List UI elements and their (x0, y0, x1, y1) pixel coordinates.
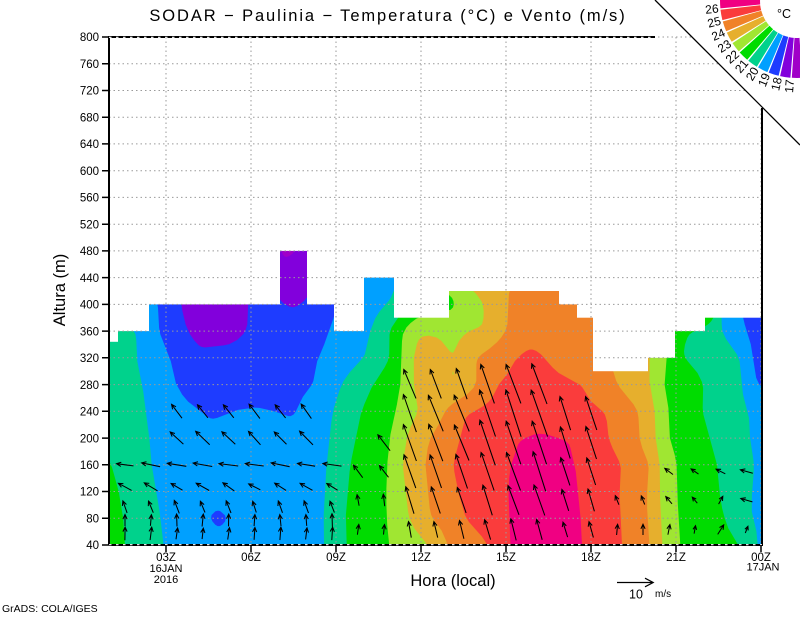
svg-text:21Z: 21Z (666, 552, 686, 564)
svg-text:640: 640 (80, 139, 99, 151)
svg-text:06Z: 06Z (241, 552, 261, 564)
svg-text:18: 18 (768, 76, 785, 93)
svg-text:200: 200 (80, 433, 99, 445)
svg-text:80: 80 (86, 514, 99, 526)
svg-text:Hora (local): Hora (local) (410, 572, 495, 590)
svg-text:2016: 2016 (154, 574, 178, 586)
svg-text:360: 360 (80, 326, 99, 338)
svg-text:18Z: 18Z (581, 552, 601, 564)
svg-text:°C: °C (777, 7, 791, 21)
svg-text:40: 40 (86, 540, 99, 552)
svg-text:GrADS: COLA/IGES: GrADS: COLA/IGES (2, 603, 98, 615)
svg-text:400: 400 (80, 300, 99, 312)
svg-text:720: 720 (80, 86, 99, 98)
svg-text:440: 440 (80, 273, 99, 285)
svg-text:09Z: 09Z (326, 552, 346, 564)
svg-text:SODAR − Paulinia − Temperatura: SODAR − Paulinia − Temperatura (°C) e Ve… (149, 7, 626, 25)
svg-text:240: 240 (80, 407, 99, 419)
svg-text:800: 800 (80, 32, 99, 44)
svg-text:480: 480 (80, 246, 99, 258)
svg-text:600: 600 (80, 166, 99, 178)
svg-text:Altura (m): Altura (m) (51, 254, 69, 326)
svg-text:10: 10 (629, 588, 643, 602)
svg-text:17JAN: 17JAN (746, 562, 779, 574)
svg-text:26: 26 (705, 1, 720, 16)
svg-text:160: 160 (80, 460, 99, 472)
svg-text:320: 320 (80, 353, 99, 365)
svg-text:280: 280 (80, 380, 99, 392)
svg-text:680: 680 (80, 112, 99, 124)
svg-text:24: 24 (709, 25, 727, 43)
svg-text:16JAN: 16JAN (149, 563, 182, 575)
svg-text:20: 20 (743, 64, 762, 83)
svg-text:19: 19 (755, 71, 773, 89)
svg-text:520: 520 (80, 219, 99, 231)
svg-text:12Z: 12Z (411, 552, 431, 564)
svg-text:m/s: m/s (655, 589, 671, 600)
svg-text:00Z: 00Z (751, 552, 771, 564)
svg-text:17: 17 (782, 79, 797, 94)
svg-text:760: 760 (80, 59, 99, 71)
svg-text:03Z: 03Z (156, 552, 176, 564)
svg-text:25: 25 (706, 14, 723, 31)
svg-text:15Z: 15Z (496, 552, 516, 564)
svg-text:560: 560 (80, 193, 99, 205)
svg-text:120: 120 (80, 487, 99, 499)
